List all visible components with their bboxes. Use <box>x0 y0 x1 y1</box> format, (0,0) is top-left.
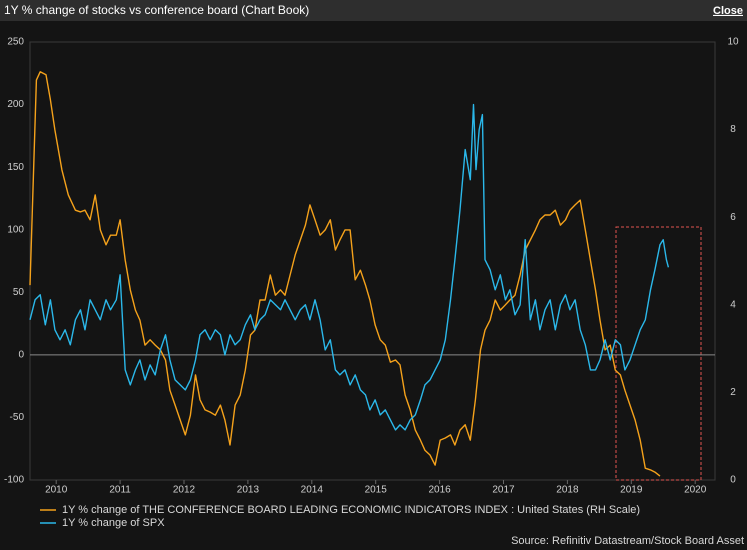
y-tick-label: 50 <box>13 287 25 298</box>
x-tick-label: 2011 <box>109 485 131 496</box>
series-line <box>29 71 661 477</box>
x-tick-label: 2014 <box>301 485 324 496</box>
legend-label: 1Y % change of SPX <box>62 517 165 529</box>
title-bar <box>0 0 747 21</box>
close-button[interactable]: Close <box>713 5 743 17</box>
y-tick-label: 250 <box>7 37 24 48</box>
x-tick-label: 2018 <box>556 485 579 496</box>
highlight-box <box>615 226 702 481</box>
y-tick-label: 100 <box>7 224 24 235</box>
legend-label: 1Y % change of THE CONFERENCE BOARD LEAD… <box>62 504 640 516</box>
series-line <box>29 103 670 431</box>
y-tick-label: 150 <box>7 162 24 173</box>
x-tick-label: 2013 <box>237 485 260 496</box>
y2-tick-label: 4 <box>730 299 736 310</box>
x-tick-label: 2012 <box>173 485 196 496</box>
window-title: 1Y % change of stocks vs conference boar… <box>4 3 309 17</box>
y-tick-label: -50 <box>10 412 25 423</box>
x-tick-label: 2019 <box>620 485 643 496</box>
y-tick-label: 0 <box>18 349 24 360</box>
source-note: Source: Refinitiv Datastream/Stock Board… <box>511 535 744 547</box>
y-tick-label: -100 <box>4 475 24 486</box>
y2-tick-label: 6 <box>730 212 736 223</box>
plot-frame <box>29 41 716 481</box>
x-tick-label: 2015 <box>365 485 388 496</box>
x-tick-label: 2016 <box>428 485 451 496</box>
y2-tick-label: 10 <box>727 37 739 48</box>
x-tick-label: 2010 <box>45 485 68 496</box>
y2-tick-label: 2 <box>730 387 736 398</box>
y2-tick-label: 0 <box>730 475 736 486</box>
x-tick-label: 2017 <box>492 485 515 496</box>
y-tick-label: 200 <box>7 99 24 110</box>
y2-tick-label: 8 <box>730 124 736 135</box>
x-tick-label: 2020 <box>684 485 707 496</box>
